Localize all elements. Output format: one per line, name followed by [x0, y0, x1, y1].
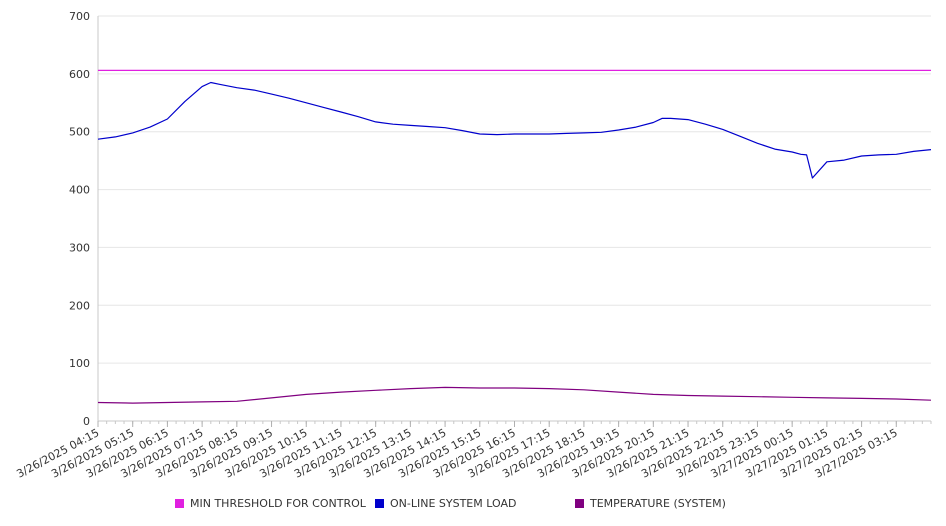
legend-label: ON-LINE SYSTEM LOAD: [390, 497, 517, 510]
y-tick-label: 600: [69, 68, 90, 81]
legend-item[interactable]: TEMPERATURE (SYSTEM): [575, 497, 726, 510]
legend-item[interactable]: ON-LINE SYSTEM LOAD: [375, 497, 516, 510]
y-tick-label: 300: [69, 241, 90, 254]
legend-label: TEMPERATURE (SYSTEM): [590, 497, 726, 510]
legend-item[interactable]: MIN THRESHOLD FOR CONTROL: [175, 497, 366, 510]
y-tick-label: 500: [69, 126, 90, 139]
y-tick-label: 700: [69, 10, 90, 23]
legend-swatch: [575, 499, 584, 508]
series-line-2: [97, 81, 932, 179]
legend-label: MIN THRESHOLD FOR CONTROL: [190, 497, 366, 510]
y-tick-label: 200: [69, 299, 90, 312]
legend-swatch: [175, 499, 184, 508]
series-line-3: [97, 386, 932, 404]
y-tick-label: 400: [69, 184, 90, 197]
legend: MIN THRESHOLD FOR CONTROL ON-LINE SYSTEM …: [0, 497, 946, 515]
grid-layer: [98, 15, 931, 364]
legend-swatch: [375, 499, 384, 508]
series-layer: [97, 69, 932, 404]
y-tick-label: 100: [69, 357, 90, 370]
y-tick-label: 0: [83, 415, 90, 428]
axis-layer: [97, 16, 932, 427]
